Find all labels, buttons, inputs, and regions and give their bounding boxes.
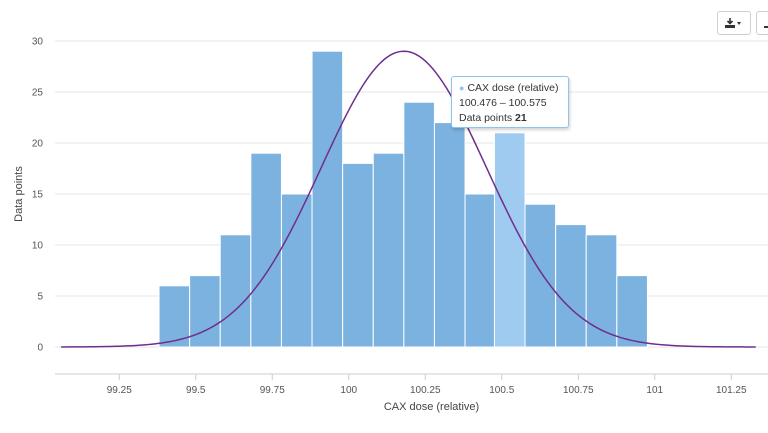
histogram-bar[interactable] (464, 193, 497, 348)
histogram-bar[interactable] (280, 193, 313, 348)
normal-fit-curve (61, 50, 756, 348)
histogram-bar[interactable] (403, 101, 435, 348)
histogram-bar[interactable] (219, 234, 252, 348)
tooltip-series-row: ● CAX dose (relative) (459, 81, 561, 96)
series-dot-icon: ● (459, 83, 465, 93)
histogram-bar[interactable] (372, 152, 405, 348)
histogram-bar[interactable] (524, 203, 557, 348)
histogram-bar[interactable] (493, 132, 526, 348)
x-axis-ticks: 99.25 99.5 99.75 100 100.25 100.5 100.75 101 101… (107, 374, 747, 396)
x-tick-label: 100 (340, 385, 357, 396)
y-tick-label: 25 (32, 88, 44, 99)
histogram-bar[interactable] (158, 285, 191, 348)
x-tick-label: 100.5 (489, 385, 514, 396)
tooltip-label: Data points (459, 112, 513, 124)
data-tooltip: ● CAX dose (relative) 100.476 – 100.575 D… (451, 76, 569, 128)
x-axis-title: CAX dose (relative) (384, 401, 479, 413)
x-tick-label: 100.75 (563, 385, 594, 396)
histogram-bar[interactable] (433, 122, 466, 348)
y-axis-title: Data points (13, 166, 25, 222)
y-tick-label: 5 (37, 292, 43, 303)
histogram-bar[interactable] (342, 162, 374, 348)
y-tick-label: 30 (32, 37, 44, 48)
x-tick-label: 101.25 (716, 385, 747, 396)
export-menu-button[interactable] (717, 11, 751, 35)
tooltip-range: 100.476 – 100.575 (459, 97, 547, 109)
histogram-bar[interactable] (189, 275, 221, 348)
x-tick-label: 99.5 (186, 385, 206, 396)
menu-icon (764, 26, 768, 28)
tooltip-series: CAX dose (relative) (467, 82, 559, 94)
x-tick-label: 99.25 (107, 385, 132, 396)
tooltip-value: 21 (515, 112, 527, 124)
histogram-bar[interactable] (585, 234, 618, 348)
x-tick-label: 101 (646, 385, 663, 396)
histogram-bar[interactable] (555, 224, 587, 348)
x-tick-label: 99.75 (260, 385, 285, 396)
y-tick-label: 0 (37, 343, 43, 354)
y-tick-label: 20 (32, 139, 44, 150)
y-tick-label: 15 (32, 190, 44, 201)
histogram-bar[interactable] (311, 50, 344, 348)
histogram-bars (158, 50, 648, 348)
y-tick-label: 10 (32, 241, 44, 252)
x-tick-label: 100.25 (410, 385, 441, 396)
histogram-bar[interactable] (250, 152, 282, 348)
histogram-bar[interactable] (616, 275, 648, 348)
tooltip-value-row: Data points 21 (459, 111, 561, 126)
chart-menu-button[interactable] (756, 11, 768, 35)
download-icon (725, 18, 741, 28)
y-axis-ticks: 0 5 10 15 20 25 30 (32, 37, 44, 354)
